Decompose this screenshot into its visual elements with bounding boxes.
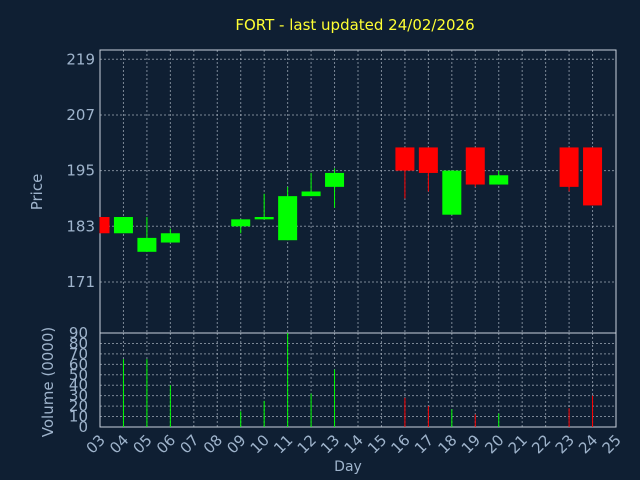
candle-body — [100, 217, 110, 234]
x-tick-label: 08 — [200, 431, 226, 457]
x-axis-label: Day — [334, 459, 362, 475]
x-tick-label: 22 — [528, 431, 554, 457]
chart-title: FORT - last updated 24/02/2026 — [235, 16, 474, 34]
volume-panel-frame — [99, 332, 617, 428]
candle-body — [489, 175, 509, 185]
candle-body — [137, 237, 157, 252]
volume-tick-label: 60 — [69, 355, 88, 373]
candle-body — [559, 147, 579, 187]
x-axis: 0304050607080910111213141516171819202122… — [83, 431, 625, 457]
x-tick-label: 06 — [153, 431, 179, 457]
volume-axis-label: Volume (0000) — [39, 327, 57, 437]
candle-body — [583, 147, 603, 206]
volume-grid — [100, 333, 616, 427]
x-tick-label: 09 — [223, 431, 249, 457]
x-tick-label: 23 — [552, 431, 578, 457]
x-tick-label: 18 — [434, 431, 460, 457]
price-tick-label: 219 — [66, 50, 95, 68]
price-tick-label: 207 — [66, 106, 95, 124]
candle-body — [465, 147, 485, 185]
volume-tick-label: 10 — [69, 408, 88, 426]
x-tick-label: 07 — [176, 431, 202, 457]
x-tick-label: 24 — [575, 431, 601, 457]
price-y-axis: 171 183 195 207 219 — [66, 50, 95, 291]
price-axis-label: Price — [28, 174, 46, 211]
price-grid — [100, 50, 616, 333]
candle-body — [254, 217, 274, 220]
volume-tick-label: 50 — [69, 366, 88, 384]
price-tick-label: 195 — [66, 162, 95, 180]
candle-body — [301, 191, 321, 197]
candle-body — [231, 219, 251, 227]
volume-tick-label: 30 — [69, 387, 88, 405]
candle-body — [442, 170, 462, 215]
x-tick-label: 04 — [106, 431, 132, 457]
x-tick-label: 21 — [505, 431, 531, 457]
x-tick-label: 13 — [317, 431, 343, 457]
volume-bars — [122, 333, 594, 427]
candle-body — [325, 172, 345, 187]
x-tick-label: 16 — [388, 431, 414, 457]
volume-tick-label: 40 — [69, 376, 88, 394]
volume-tick-label: 90 — [69, 324, 88, 342]
volume-tick-label: 80 — [69, 334, 88, 352]
candle-body — [160, 233, 180, 243]
x-tick-label: 12 — [294, 431, 320, 457]
x-tick-label: 19 — [458, 431, 484, 457]
candles — [99, 147, 603, 252]
x-tick-label: 14 — [341, 431, 367, 457]
volume-tick-label: 20 — [69, 397, 88, 415]
x-tick-label: 15 — [364, 431, 390, 457]
x-tick-label: 17 — [411, 431, 437, 457]
x-tick-label: 20 — [481, 431, 507, 457]
candle-body — [278, 196, 298, 241]
price-tick-label: 171 — [66, 273, 95, 291]
x-tick-label: 25 — [599, 431, 625, 457]
candle-body — [418, 147, 438, 173]
x-tick-label: 05 — [130, 431, 156, 457]
volume-tick-label: 70 — [69, 345, 88, 363]
x-tick-label: 11 — [270, 431, 296, 457]
candle-body — [395, 147, 415, 171]
x-tick-label: 10 — [247, 431, 273, 457]
candle-body — [113, 217, 133, 234]
price-tick-label: 183 — [66, 217, 95, 235]
volume-tick-label: 0 — [78, 418, 88, 436]
